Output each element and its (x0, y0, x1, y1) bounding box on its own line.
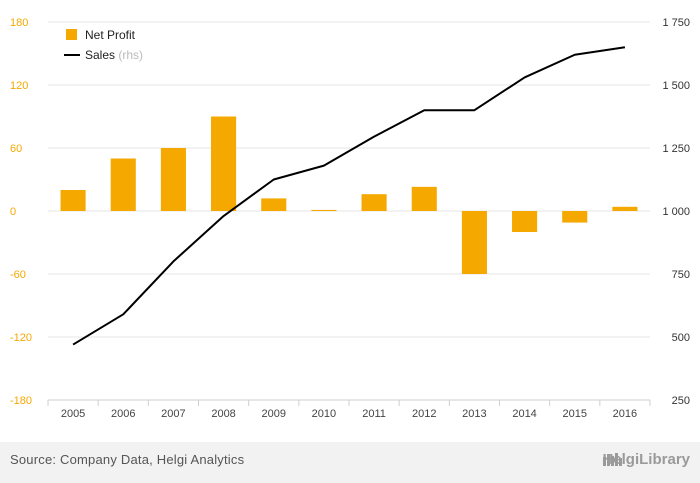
x-tick-label: 2012 (412, 408, 436, 420)
brand-name: HelgiLibrary (602, 451, 690, 468)
brand-logo[interactable]: HelgiLibrary (602, 451, 690, 468)
bar-net-profit (160, 148, 186, 211)
right-tick-label: 1 500 (662, 80, 690, 92)
x-tick-label: 2015 (563, 408, 587, 420)
x-tick-label: 2011 (362, 408, 386, 420)
left-tick-label: 120 (10, 80, 28, 92)
right-tick-label: 500 (672, 332, 690, 344)
x-tick-label: 2006 (111, 408, 135, 420)
right-tick-label: 750 (672, 269, 690, 281)
right-tick-label: 1 750 (662, 17, 690, 29)
right-tick-label: 1 000 (662, 206, 690, 218)
source-text: Source: Company Data, Helgi Analytics (10, 452, 245, 467)
bar-net-profit (411, 186, 437, 211)
bar-net-profit (311, 209, 337, 211)
left-tick-label: 60 (10, 143, 22, 155)
legend-label-net-profit: Net Profit (85, 28, 136, 42)
x-tick-label: 2009 (262, 408, 286, 420)
bar-net-profit (60, 190, 86, 211)
bar-net-profit (461, 211, 487, 274)
legend-suffix-rhs: (rhs) (118, 48, 143, 62)
left-tick-label: -60 (10, 269, 26, 281)
left-tick-label: 0 (10, 206, 16, 218)
footer: Source: Company Data, Helgi Analytics He… (0, 442, 700, 483)
x-tick-label: 2010 (312, 408, 336, 420)
bar-net-profit (512, 211, 538, 232)
right-tick-label: 250 (672, 395, 690, 407)
bar-net-profit (612, 206, 638, 211)
bar-net-profit (211, 116, 237, 211)
library-icon (603, 453, 623, 466)
left-tick-label: 180 (10, 17, 28, 29)
x-tick-label: 2005 (61, 408, 85, 420)
bar-net-profit (361, 194, 387, 211)
legend-swatch-net-profit (66, 29, 77, 40)
bar-net-profit (110, 158, 136, 211)
bar-net-profit (261, 198, 287, 211)
bar-net-profit (562, 211, 588, 223)
left-tick-label: -120 (10, 332, 32, 344)
x-tick-label: 2016 (613, 408, 637, 420)
combo-chart: 180 120 60 0 -60 -120 -180 1 750 1 500 1 250 1 000… (10, 17, 690, 420)
line-sales (72, 46, 626, 346)
x-tick-label: 2013 (462, 408, 486, 420)
x-tick-label: 2014 (512, 408, 536, 420)
left-tick-label: -180 (10, 395, 32, 407)
right-tick-label: 1 250 (662, 143, 690, 155)
x-tick-label: 2008 (211, 408, 235, 420)
x-tick-label: 2007 (161, 408, 185, 420)
legend-label-sales: Sales (rhs) (85, 48, 143, 62)
